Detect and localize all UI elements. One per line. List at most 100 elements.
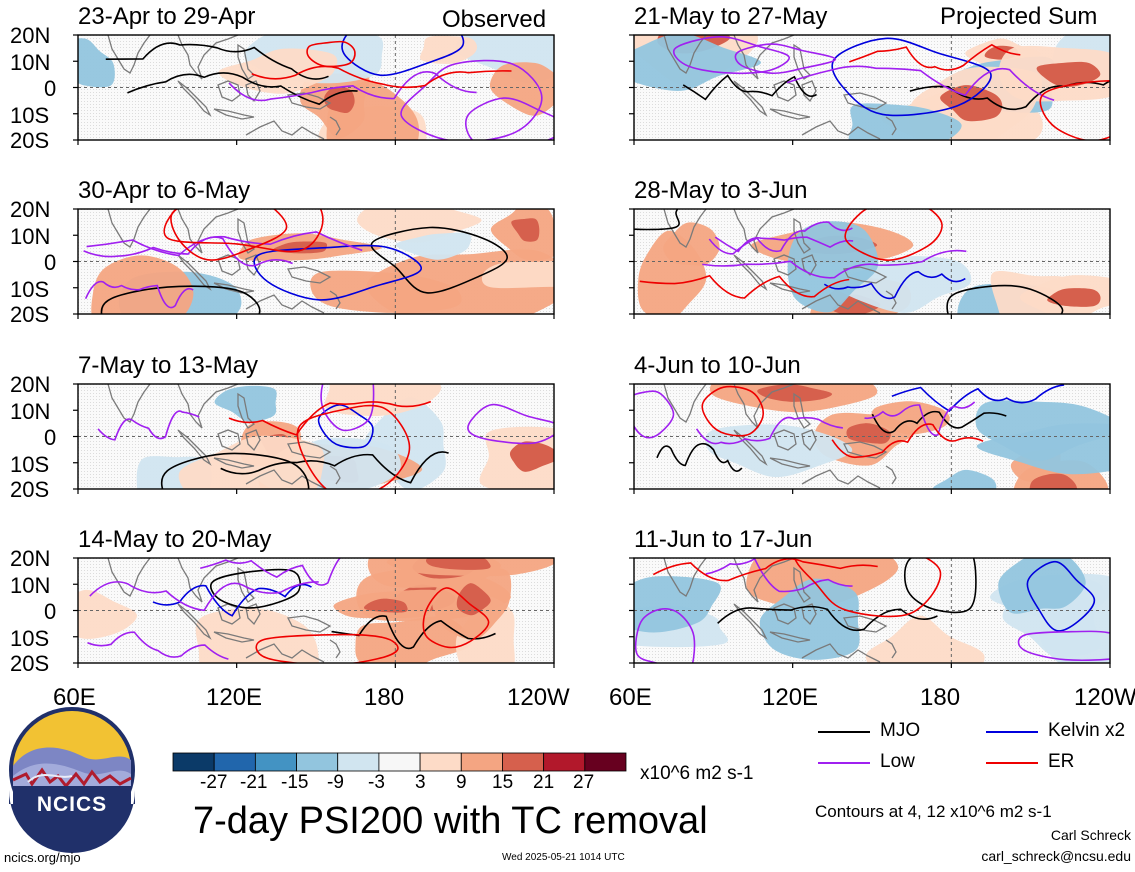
coastline: [177, 35, 239, 80]
coastline: [733, 209, 795, 254]
lat-tick-10s: 10S: [10, 277, 50, 302]
contour-line: [87, 631, 229, 660]
contour-line: [1017, 630, 1110, 662]
legend: [818, 731, 1038, 764]
shading-core: [509, 441, 554, 472]
units-label: x10^6 m2 s-1: [640, 763, 754, 784]
coastline: [793, 392, 812, 429]
contour-line: [127, 72, 358, 106]
coastline: [217, 429, 241, 451]
shading-blob: [481, 260, 554, 289]
coastline: [773, 80, 797, 102]
coastline: [287, 441, 332, 459]
lon-tick-180: 180: [364, 684, 405, 711]
contour-line: [228, 71, 477, 102]
contour-line: [100, 285, 261, 314]
colorbar-tick-label: 3: [415, 772, 426, 793]
coastline: [733, 254, 768, 291]
coastline: [245, 429, 261, 452]
shading-blob: [78, 589, 137, 639]
map-panel: [629, 383, 1111, 494]
lat-tick-10n: 10N: [10, 224, 51, 249]
contour-line: [705, 558, 853, 593]
panel-title-obs-3: 7-May to 13-May: [78, 352, 259, 379]
panel-title-obs-2: 30-Apr to 6-May: [78, 177, 251, 204]
shading-core: [363, 598, 408, 613]
shading-blob: [759, 578, 860, 660]
colorbar-swatch: [584, 752, 627, 772]
map-panel: [629, 34, 1111, 145]
contour-line: [634, 209, 680, 231]
contour-line: [200, 558, 342, 586]
contour-line: [717, 605, 938, 632]
coastline: [107, 558, 151, 597]
coastline: [733, 603, 768, 640]
lon-tick-60e: 60E: [53, 684, 96, 711]
shading-core: [940, 85, 1003, 122]
colorbar-swatch: [502, 752, 545, 772]
site-url[interactable]: ncics.org/mjo: [4, 850, 81, 865]
coastline: [885, 465, 897, 485]
coastline: [245, 80, 261, 103]
chart-title: 7-day PSI200 with TC removal: [193, 800, 708, 842]
map-panel: [73, 208, 555, 319]
coastline: [213, 457, 255, 469]
colorbar-swatch: [296, 752, 339, 772]
coastline: [769, 282, 811, 294]
colorbar: [172, 752, 627, 772]
lat-tick-10s: 10S: [10, 103, 50, 128]
map-panel: [73, 383, 555, 494]
lat-tick-20s: 20S: [10, 128, 50, 153]
lat-tick-20n: 20N: [10, 546, 51, 571]
coastline: [843, 266, 888, 284]
coastline: [801, 254, 817, 277]
contour-line: [786, 65, 1055, 101]
lat-tick-10n: 10N: [10, 399, 51, 424]
contour-line: [702, 249, 967, 279]
map-panel: [629, 557, 1111, 668]
colorbar-tick-label: -21: [240, 772, 268, 793]
coastline: [177, 209, 239, 254]
contour-line: [97, 410, 200, 441]
coastline: [245, 643, 325, 663]
lat-tick-10s: 10S: [10, 626, 50, 651]
lon-tick-120w: 120W: [507, 684, 570, 711]
contour-line: [656, 442, 743, 472]
coastline: [801, 643, 881, 663]
coastline: [843, 92, 888, 110]
coastline: [663, 384, 707, 423]
contour-line: [909, 80, 1110, 111]
coastline: [885, 639, 897, 659]
coastline: [801, 294, 881, 314]
coastline: [177, 429, 212, 466]
shading-core: [425, 558, 491, 570]
shading-core: [1047, 288, 1101, 307]
shading-blob: [91, 255, 194, 314]
coastline: [801, 120, 881, 140]
coastline: [769, 457, 811, 469]
shading-blob: [78, 38, 115, 88]
panel-title-obs-4: 14-May to 20-May: [78, 526, 272, 553]
coastline: [177, 558, 239, 603]
coastline: [245, 469, 325, 489]
timestamp: Wed 2025-05-21 1014 UTC: [502, 852, 625, 863]
coastline: [217, 254, 241, 276]
contour-line: [105, 42, 329, 80]
shading-core: [324, 86, 355, 114]
coastline: [733, 384, 795, 429]
panel-title-proj-1: 21-May to 27-May: [634, 3, 828, 30]
colorbar-swatch: [419, 752, 462, 772]
shading-core: [757, 384, 833, 402]
colorbar-swatch: [337, 752, 380, 772]
lat-tick-10n: 10N: [10, 50, 51, 75]
lat-tick-10n: 10N: [10, 573, 51, 598]
coastline: [329, 465, 341, 485]
contour-line: [708, 221, 853, 255]
contour-line: [891, 384, 1065, 413]
contour-line: [634, 390, 675, 439]
contour-line: [652, 558, 878, 582]
contour-line: [464, 97, 554, 140]
contour-line: [255, 633, 399, 663]
coastline: [177, 603, 212, 640]
